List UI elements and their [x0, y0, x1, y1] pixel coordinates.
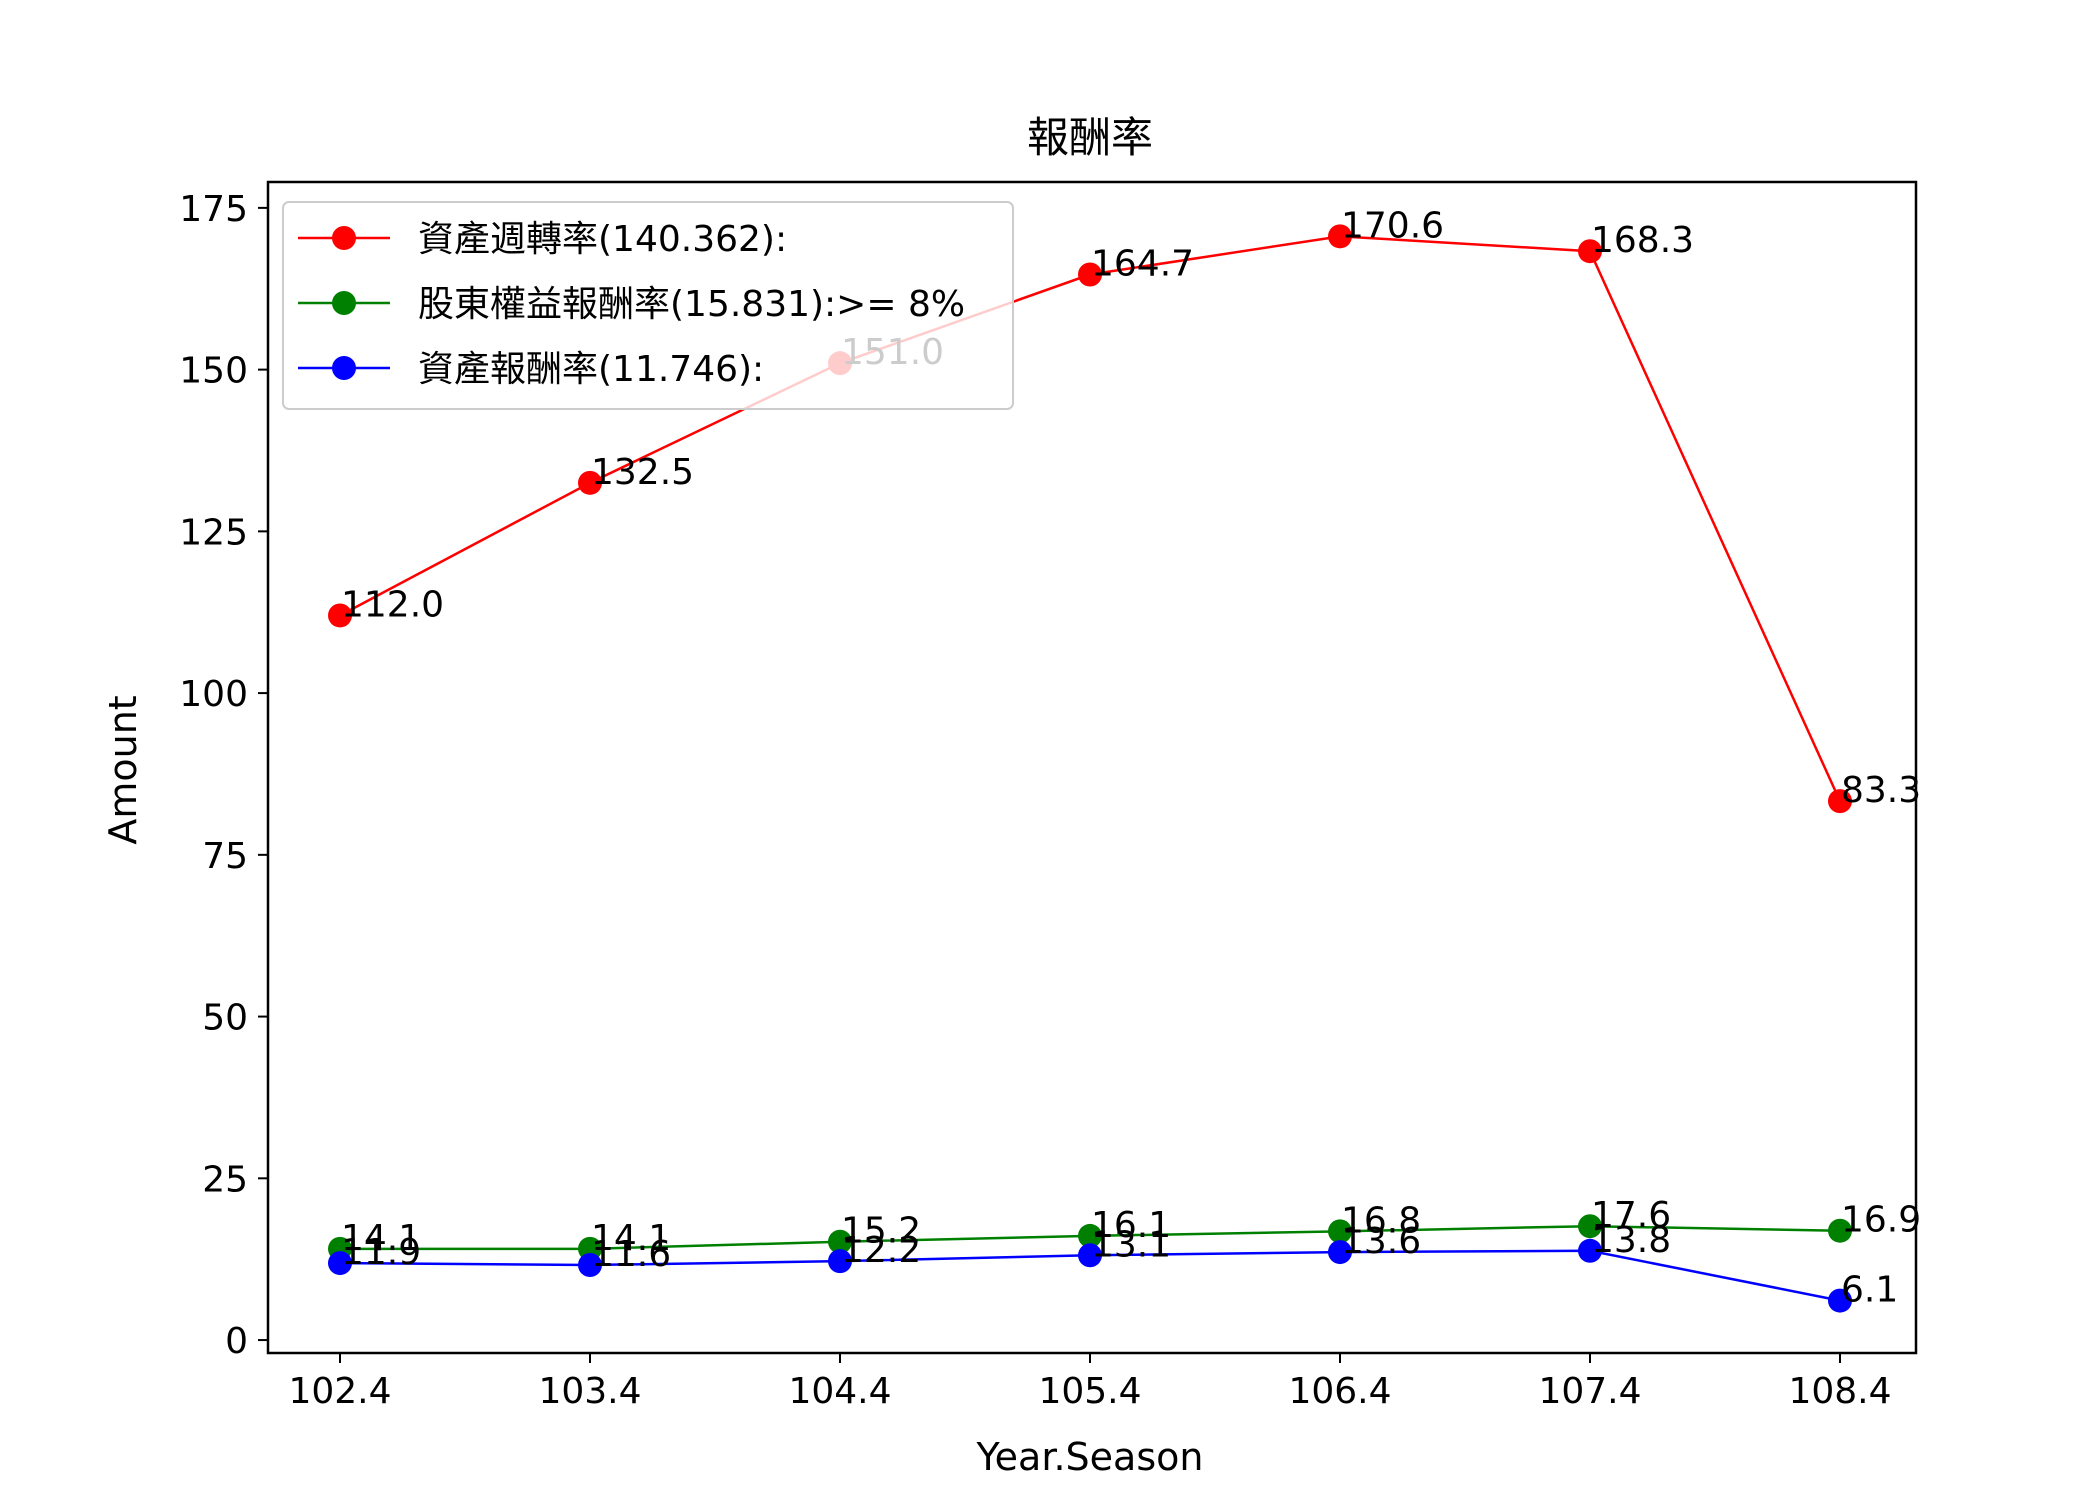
data-point [1078, 1243, 1102, 1268]
y-tick-label: 75 [202, 836, 248, 877]
y-tick-label: 100 [179, 674, 248, 715]
x-tick-label: 104.4 [788, 1371, 891, 1412]
y-tick-label: 25 [202, 1159, 248, 1200]
legend-box [282, 201, 1014, 410]
series-2: 11.9 11.6 12.2 13.1 13.6 13.8 6.1 [328, 1220, 1898, 1313]
data-label: 14.1 [591, 1218, 671, 1259]
x-axis-label: Year.Season [976, 1435, 1204, 1479]
data-label: 83.3 [1841, 770, 1921, 811]
plot-frame [266, 180, 1918, 1355]
data-label: 12.2 [841, 1230, 921, 1271]
data-label: 170.6 [1341, 205, 1444, 246]
plot-area: 102.4 103.4 104.4 105.4 106.4 107.4 108.4 0 25 50… [179, 180, 1921, 1412]
data-point [1828, 1288, 1852, 1313]
x-tick-label: 102.4 [288, 1371, 391, 1412]
y-axis-label: Amount [101, 695, 145, 844]
chart-title: 報酬率 [1027, 113, 1153, 162]
y-tick-label: 0 [225, 1321, 248, 1362]
data-point [1078, 1223, 1102, 1248]
x-tick-label: 105.4 [1038, 1371, 1141, 1412]
y-tick-label: 150 [179, 351, 248, 392]
y-tick-label: 125 [179, 512, 248, 553]
data-point [578, 1253, 602, 1278]
data-point [1828, 789, 1852, 814]
data-point [1578, 1238, 1602, 1263]
data-label: 15.2 [841, 1211, 921, 1252]
legend-label: 股東權益報酬率(15.831):>= 8% [418, 284, 965, 325]
data-label: 11.9 [341, 1232, 421, 1273]
data-label: 17.6 [1591, 1195, 1671, 1236]
data-label: 14.1 [341, 1218, 421, 1259]
y-tick-label: 175 [179, 189, 248, 230]
data-point [828, 1249, 852, 1274]
data-point [1328, 224, 1352, 249]
data-point [1578, 239, 1602, 264]
x-tick-label: 107.4 [1538, 1371, 1641, 1412]
data-label: 6.1 [1841, 1270, 1898, 1311]
data-label: 16.9 [1841, 1200, 1921, 1241]
data-label: 11.6 [591, 1234, 671, 1275]
legend-marker [332, 291, 356, 315]
legend: 資產週轉率(140.362): 股東權益報酬率(15.831):>= 8% 資產報酬… [282, 201, 1014, 410]
data-point [1578, 1214, 1602, 1239]
data-point [1078, 262, 1102, 287]
data-label: 132.5 [591, 452, 694, 493]
data-label: 168.3 [1591, 220, 1694, 261]
legend-label: 資產週轉率(140.362): [418, 219, 787, 260]
data-point [578, 470, 602, 495]
data-label: 16.8 [1341, 1200, 1421, 1241]
y-tick-label: 50 [202, 998, 248, 1039]
data-label: 112.0 [341, 584, 444, 625]
legend-marker [332, 226, 356, 250]
data-point [1328, 1240, 1352, 1265]
series-1: 14.1 14.1 15.2 16.1 16.8 17.6 16.9 [328, 1195, 1921, 1261]
x-tick-label: 106.4 [1288, 1371, 1391, 1412]
x-tick-label: 103.4 [538, 1371, 641, 1412]
legend-marker [332, 356, 356, 380]
x-tick-label: 108.4 [1788, 1371, 1891, 1412]
data-label: 13.1 [1091, 1224, 1171, 1265]
data-point [1328, 1219, 1352, 1244]
data-point [328, 1251, 352, 1276]
data-point [1828, 1218, 1852, 1243]
data-label: 16.1 [1091, 1205, 1171, 1246]
data-point [828, 1229, 852, 1254]
data-label: 13.8 [1591, 1220, 1671, 1261]
data-label: 13.6 [1341, 1221, 1421, 1262]
data-point [328, 603, 352, 628]
legend-label: 資產報酬率(11.746): [418, 349, 764, 390]
data-label: 164.7 [1091, 244, 1194, 285]
